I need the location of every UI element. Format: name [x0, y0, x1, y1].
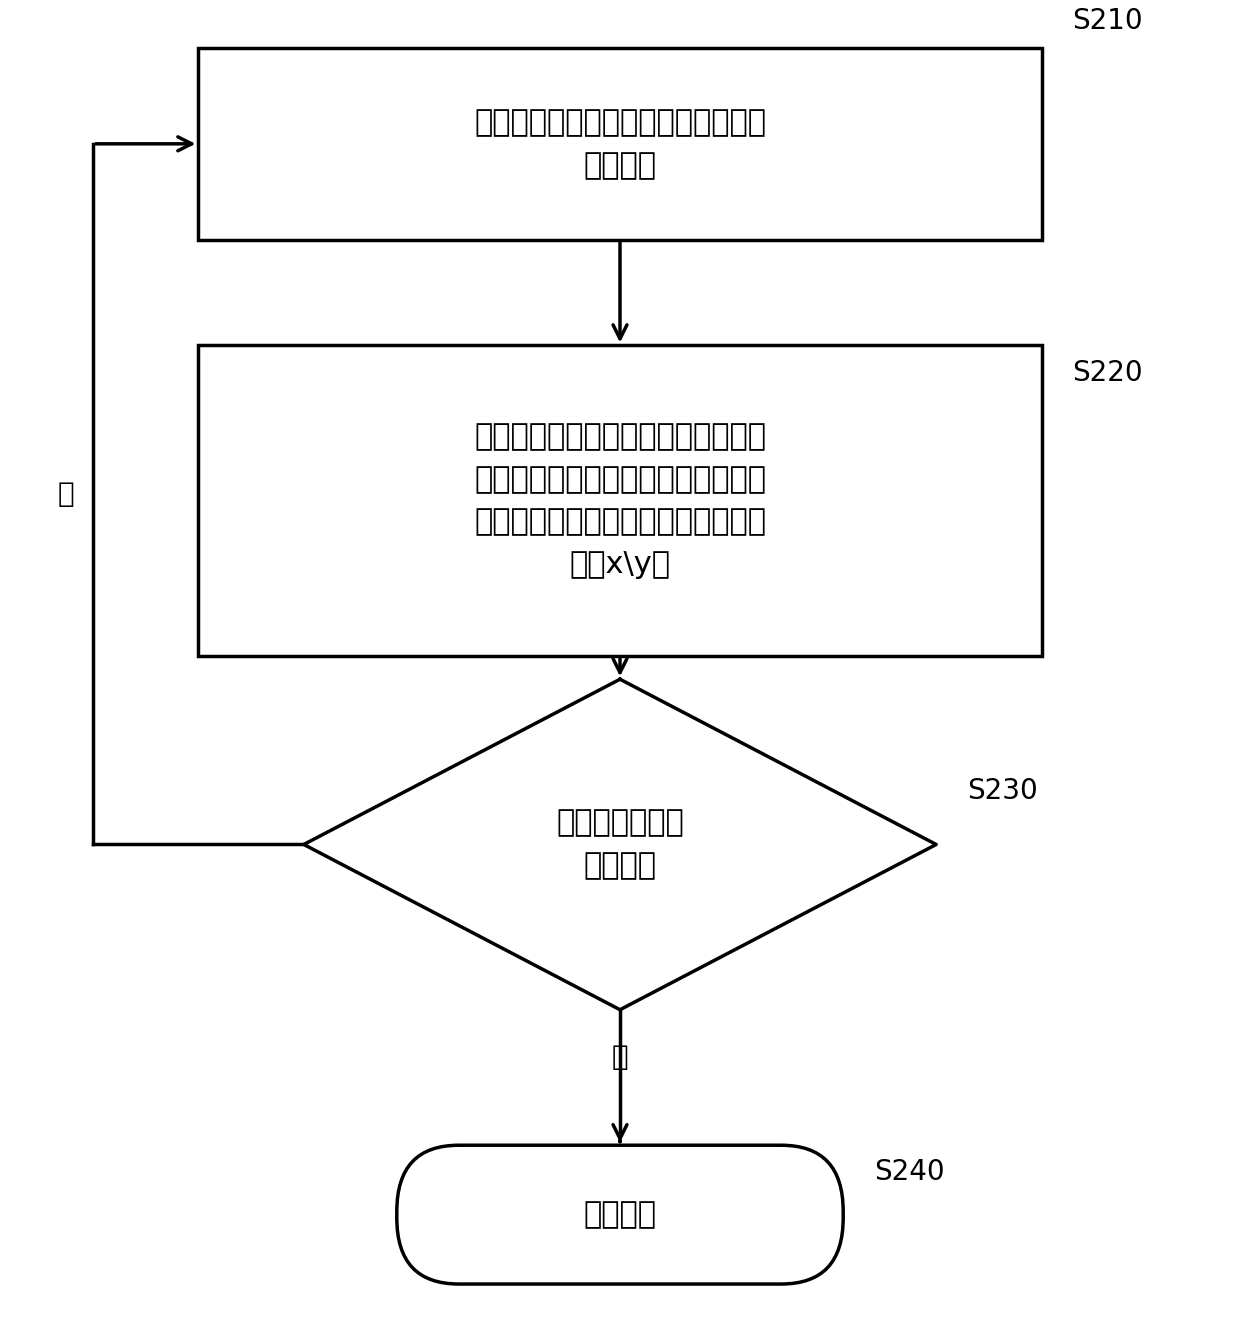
- Text: S210: S210: [1073, 7, 1143, 35]
- Polygon shape: [304, 679, 936, 1010]
- Text: S220: S220: [1073, 358, 1143, 386]
- Text: 否: 否: [611, 1043, 629, 1071]
- Text: 对图片曲谱进行扫描识别出图片曲谱
中的小节: 对图片曲谱进行扫描识别出图片曲谱 中的小节: [474, 107, 766, 179]
- FancyBboxPatch shape: [397, 1145, 843, 1285]
- Text: 流程结束: 流程结束: [584, 1200, 656, 1229]
- Text: S240: S240: [874, 1158, 945, 1186]
- FancyBboxPatch shape: [198, 345, 1042, 656]
- Text: 是: 是: [58, 480, 74, 508]
- Text: 分析该小节的类型，并根据该小节在
电子图片曲谱中的位置坐标信息，获
取该小节在电子图片曲谱上的位置（
坐标x\y）: 分析该小节的类型，并根据该小节在 电子图片曲谱中的位置坐标信息，获 取该小节在电…: [474, 422, 766, 580]
- Text: S230: S230: [967, 776, 1038, 804]
- Text: 判断是否还有下
一小节？: 判断是否还有下 一小节？: [556, 808, 684, 880]
- FancyBboxPatch shape: [198, 48, 1042, 240]
